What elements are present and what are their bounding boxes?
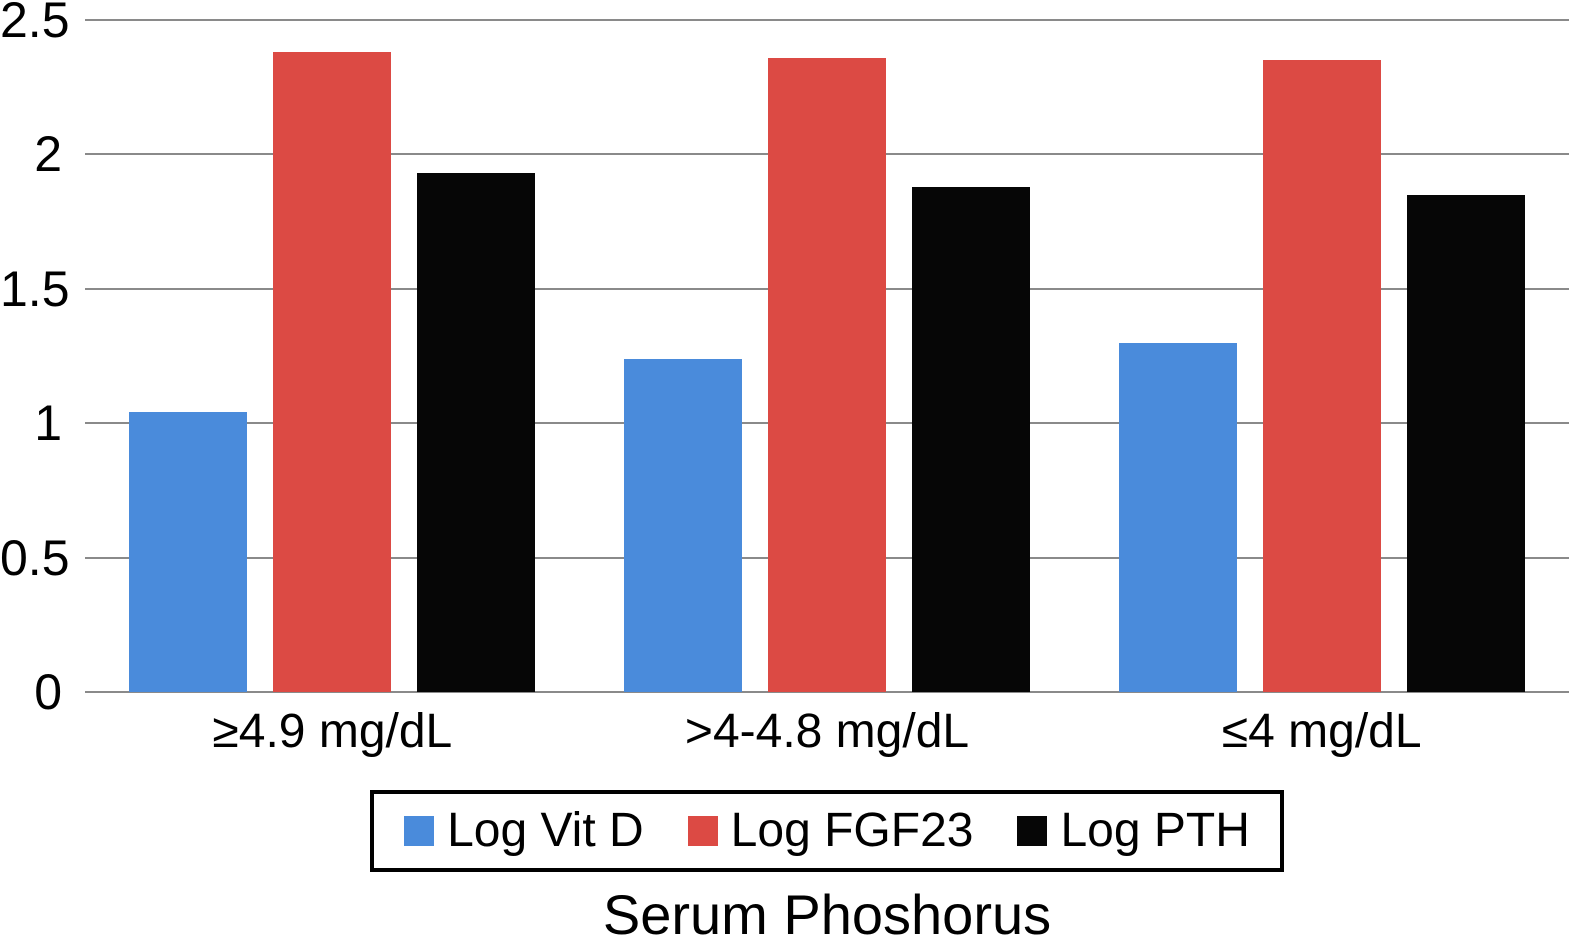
y-tick-label: 0 bbox=[34, 664, 62, 720]
bar-group bbox=[580, 20, 1075, 692]
bar-log-vit-d bbox=[1118, 342, 1237, 692]
legend-swatch-icon bbox=[404, 816, 435, 846]
legend-and-title-block: Log Vit D Log FGF23 Log PTH Serum Phoshoru… bbox=[85, 790, 1569, 943]
bar-log-pth bbox=[1406, 194, 1525, 692]
gridline bbox=[85, 691, 1569, 693]
bar-group bbox=[1074, 20, 1569, 692]
legend-item: Log PTH bbox=[1017, 804, 1250, 858]
y-tick-label: 0.5 bbox=[0, 529, 70, 586]
bar-log-fgf23 bbox=[1262, 60, 1381, 692]
legend-item: Log FGF23 bbox=[687, 804, 974, 858]
bar-log-pth bbox=[417, 173, 536, 692]
bar-log-fgf23 bbox=[768, 57, 886, 692]
y-tick-label: 1.5 bbox=[0, 260, 70, 317]
bar-log-vit-d bbox=[624, 358, 742, 692]
legend-label: Log Vit D bbox=[447, 804, 644, 857]
legend-label: Log FGF23 bbox=[730, 804, 974, 857]
legend-item: Log Vit D bbox=[404, 804, 644, 858]
legend-swatch-icon bbox=[1017, 816, 1048, 846]
x-category-label: >4-4.8 mg/dL bbox=[684, 705, 970, 758]
x-axis-title: Serum Phoshorus bbox=[602, 883, 1052, 943]
x-axis-labels: ≥4.9 mg/dL >4-4.8 mg/dL ≤4 mg/dL bbox=[85, 706, 1569, 758]
x-category-label: ≥4.9 mg/dL bbox=[212, 705, 453, 758]
legend-label: Log PTH bbox=[1060, 804, 1250, 857]
legend: Log Vit D Log FGF23 Log PTH bbox=[370, 790, 1284, 872]
y-axis: 0 0.5 1 1.5 2 2.5 bbox=[0, 0, 70, 717]
y-tick-label: 1 bbox=[34, 395, 62, 452]
plot-area bbox=[85, 19, 1569, 693]
bars-layer bbox=[85, 20, 1569, 692]
bar-log-vit-d bbox=[129, 412, 248, 692]
bar-log-fgf23 bbox=[273, 52, 392, 692]
y-tick-label: 2.5 bbox=[0, 0, 70, 48]
gridline bbox=[85, 19, 1569, 21]
legend-swatch-icon bbox=[687, 816, 718, 846]
x-category-label: ≤4 mg/dL bbox=[1221, 705, 1422, 758]
bar-groups bbox=[85, 20, 1569, 692]
bar-group bbox=[85, 20, 580, 692]
y-tick-label: 2 bbox=[34, 126, 62, 183]
bar-log-pth bbox=[912, 186, 1030, 692]
